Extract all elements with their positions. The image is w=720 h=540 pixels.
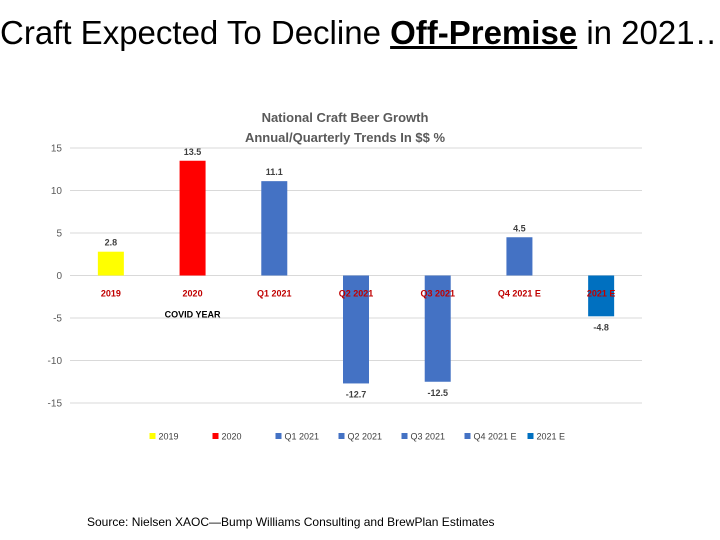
chart-title-block: National Craft Beer Growth Annual/Quarte… [200, 108, 490, 148]
slide-title-pre: Craft Expected To Decline [0, 14, 391, 51]
data-label: -12.5 [427, 388, 448, 398]
y-tick-label: 0 [56, 271, 62, 282]
category-label: Q1 2021 [257, 289, 292, 299]
slide-title: Craft Expected To Decline Off-Premise in… [0, 14, 720, 52]
y-tick-label: -15 [48, 399, 63, 410]
category-label: 2019 [101, 289, 121, 299]
slide-title-emphasis: Off-Premise [390, 14, 578, 51]
chart-subtitle: Annual/Quarterly Trends In $$ % [244, 130, 446, 145]
chart-title: National Craft Beer Growth [261, 110, 429, 125]
legend-label: Q2 2021 [348, 432, 383, 442]
category-label: Q4 2021 E [498, 289, 541, 299]
slide-title-post: in 2021… [577, 14, 720, 51]
data-label: 11.1 [266, 167, 283, 177]
legend-label: Q1 2021 [285, 432, 320, 442]
category-label: 2021 E [587, 289, 616, 299]
source-note: Source: Nielsen XAOC—Bump Williams Consu… [87, 515, 495, 529]
legend-label: 2021 E [537, 432, 566, 442]
y-tick-label: 5 [56, 229, 62, 240]
legend-swatch [401, 433, 408, 439]
bar [179, 160, 206, 276]
category-label: 2020 [183, 289, 203, 299]
bar [506, 237, 533, 276]
data-label: -12.7 [346, 389, 367, 399]
legend-swatch [527, 433, 534, 439]
legend-label: 2020 [222, 432, 242, 442]
bar [588, 275, 615, 317]
legend-label: Q4 2021 E [474, 432, 517, 442]
bar [343, 275, 369, 384]
legend-label: Q3 2021 [411, 432, 446, 442]
legend-swatch [338, 433, 345, 439]
data-label: 13.5 [184, 147, 202, 157]
y-tick-label: -5 [53, 314, 62, 325]
covid-year-annotation: COVID YEAR [165, 310, 221, 320]
category-label: Q3 2021 [420, 289, 455, 299]
legend-label: 2019 [159, 432, 179, 442]
bar [424, 275, 451, 382]
legend-swatch [464, 433, 471, 439]
bar [261, 181, 288, 276]
bar [97, 251, 124, 276]
data-label: 4.5 [513, 223, 526, 233]
y-tick-label: 10 [51, 186, 63, 197]
y-tick-label: -10 [48, 356, 63, 367]
data-label: 2.8 [105, 238, 118, 248]
data-label: -4.8 [593, 322, 609, 332]
category-label: Q2 2021 [339, 289, 374, 299]
legend-swatch [212, 433, 219, 439]
y-tick-label: 15 [51, 144, 63, 155]
legend-swatch [275, 433, 282, 439]
legend-swatch [149, 433, 156, 439]
